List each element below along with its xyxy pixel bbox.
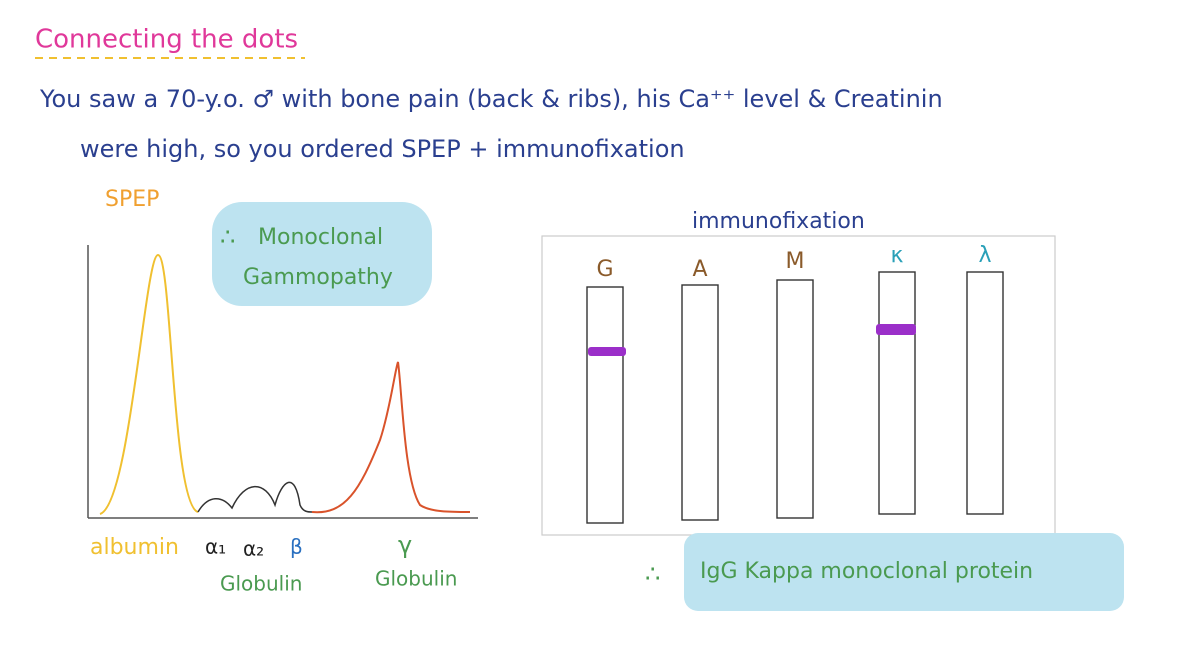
- albumin-curve: [99, 253, 199, 515]
- lane-label: M: [786, 249, 805, 274]
- lane-label: κ: [891, 243, 904, 268]
- axis-label: Globulin: [220, 572, 302, 596]
- lane: [966, 271, 1004, 515]
- axis-label: α₂: [243, 537, 264, 561]
- axis-label: albumin: [90, 535, 179, 560]
- lane: [776, 279, 814, 519]
- highlight: [212, 202, 432, 306]
- case-line: were high, so you ordered SPEP + immunof…: [80, 135, 685, 163]
- axis-label: Globulin: [375, 567, 457, 591]
- band: [588, 347, 626, 356]
- note-symbol: ∴: [220, 223, 235, 251]
- lane-label: A: [692, 257, 707, 282]
- case-line: You saw a 70-y.o. ♂ with bone pain (back…: [39, 85, 943, 113]
- globulin-curve: [197, 481, 313, 513]
- lane: [878, 271, 916, 515]
- lane-label: G: [596, 257, 613, 282]
- immuno-title: immunofixation: [692, 209, 865, 234]
- lane: [681, 284, 719, 521]
- axis-label: γ: [398, 531, 412, 559]
- title: Connecting the dots: [35, 25, 298, 55]
- lane-label: λ: [978, 243, 991, 268]
- highlight: [684, 533, 1124, 611]
- axis-label: α₁: [205, 535, 226, 559]
- lane: [586, 286, 624, 524]
- conclusion-text: IgG Kappa monoclonal protein: [700, 559, 1033, 584]
- note-text: Gammopathy: [243, 265, 393, 290]
- conclusion-symbol: ∴: [645, 560, 660, 588]
- spep-title: SPEP: [105, 187, 159, 212]
- gamma-curve: [311, 361, 471, 514]
- band: [876, 324, 916, 335]
- note-text: Monoclonal: [258, 225, 383, 250]
- axis-label: β: [290, 535, 303, 559]
